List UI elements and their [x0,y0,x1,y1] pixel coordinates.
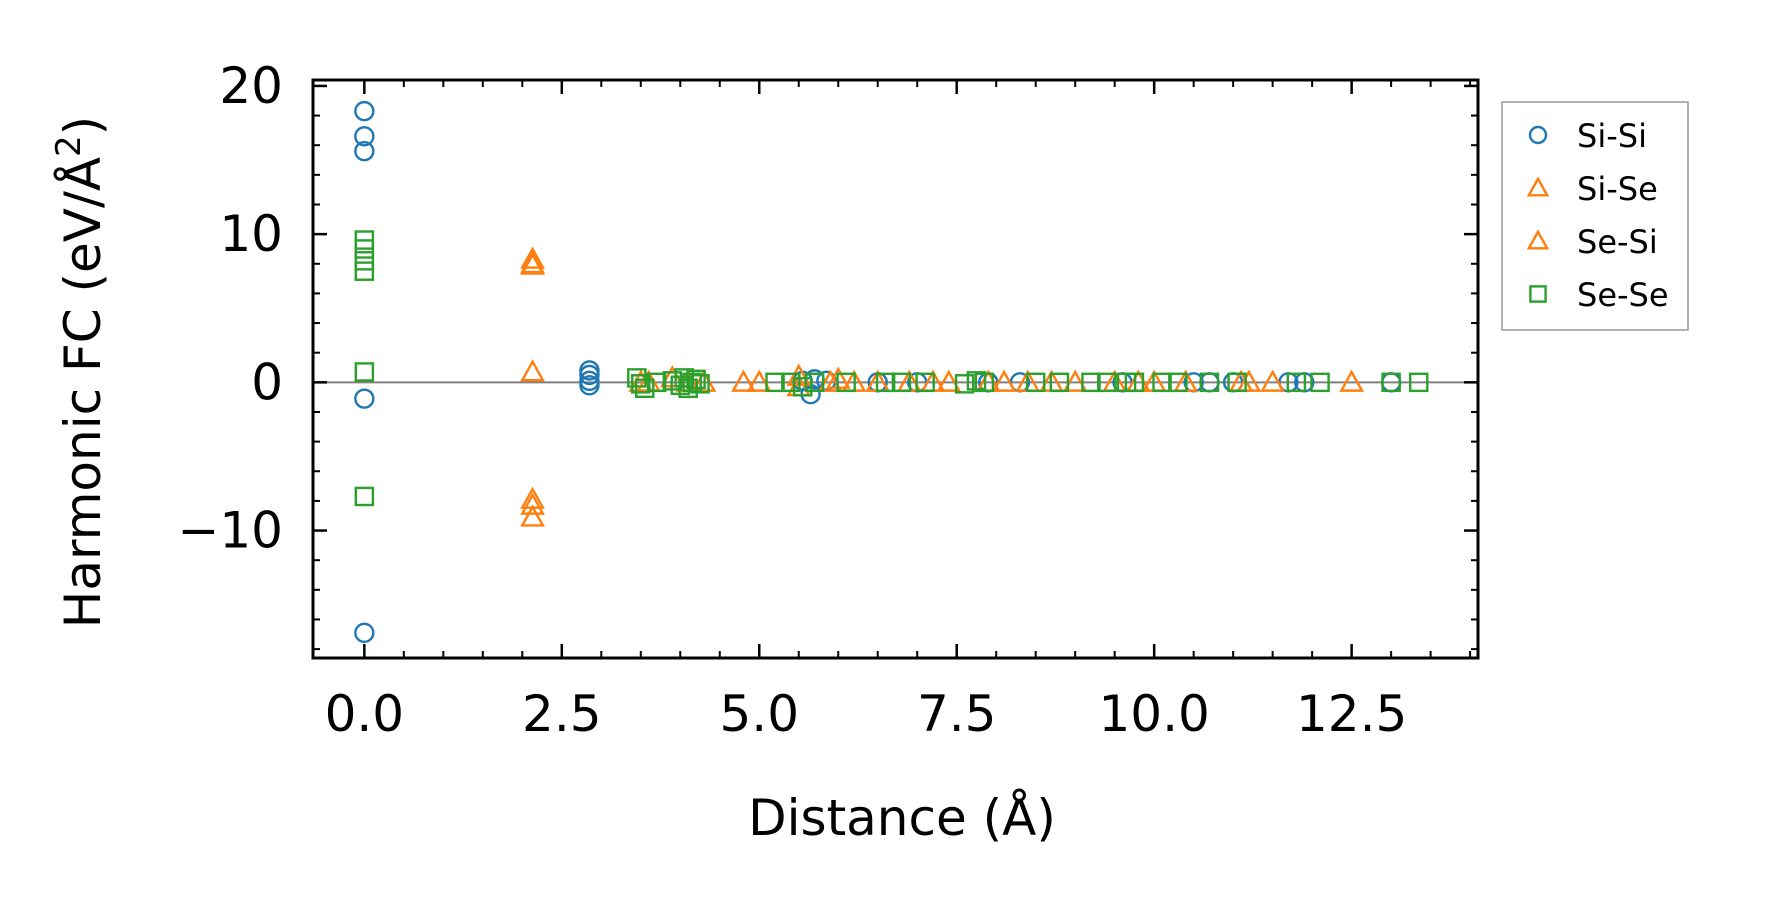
axis-labels: Distance (Å) Harmonic FC (eV/Å2) [49,116,1056,847]
data-point [1199,372,1220,393]
x-tick-label: 12.5 [1296,685,1407,743]
y-tick-label: −10 [177,502,283,560]
data-point [520,252,545,275]
y-tick-label: 0 [251,353,283,411]
legend-label-si-se: Si-Se [1577,170,1658,208]
plot-area [313,100,1478,644]
data-point [954,374,975,394]
legend-marker-si-se [1526,176,1550,197]
data-point [836,372,856,393]
data-point [1049,372,1070,393]
data-point [1310,372,1330,393]
data-point [1168,372,1188,393]
data-point [1260,369,1286,392]
data-point [804,372,825,393]
data-point [746,369,772,392]
y-axis-label-main: Harmonic FC (eV/Å [54,157,112,628]
x-tick-label: 10.0 [1099,685,1210,743]
data-point [1025,372,1046,393]
x-tick-label: 5.0 [719,685,799,743]
data-point [354,140,375,162]
y-tick-label: 20 [219,57,283,115]
data-point [354,622,375,644]
y-axis-label-close: ) [54,116,112,136]
data-point [1124,372,1145,393]
data-point [1227,372,1247,393]
data-point [1286,372,1307,393]
legend-marker-se-se [1529,285,1547,303]
y-axis-label: Harmonic FC (eV/Å2) [49,116,112,628]
data-point [781,372,801,393]
legend-label-se-si: Se-Si [1577,223,1658,261]
data-point [1409,372,1429,393]
legend: Si-Si Si-Se Se-Si Se-Se [1501,101,1689,331]
data-point [579,364,600,386]
x-axis-label: Distance (Å) [748,789,1056,847]
plot-frame [311,78,1480,660]
data-point [686,369,706,390]
data-point [646,372,667,393]
data-point [520,359,545,382]
data-point [354,362,375,382]
data-point [792,377,813,397]
data-point [1062,369,1088,392]
data-point [354,100,375,122]
x-tick-label: 2.5 [522,685,602,743]
x-tick-label: 7.5 [917,685,997,743]
data-point [354,239,375,259]
data-point [354,388,375,409]
data-point [891,372,912,393]
y-tick-label: 10 [219,205,283,263]
data-point [520,246,545,269]
data-point [579,375,600,396]
data-point [520,504,545,527]
data-point [817,369,843,392]
data-point [1081,372,1101,393]
data-point [915,372,935,393]
legend-label-si-si: Si-Si [1577,117,1647,155]
axis-ticks: 0.0 2.5 5.0 7.5 10.0 12.5 −10 0 10 20 [177,57,1480,743]
data-point [354,486,375,507]
data-point [936,369,962,392]
data-point [875,372,896,393]
data-point [354,126,375,147]
y-axis-label-superscript: 2 [49,135,89,157]
data-point [731,369,756,392]
data-point [1152,372,1172,393]
legend-marker-si-si [1528,125,1548,145]
x-tick-label: 0.0 [325,685,405,743]
legend-marker-se-si [1526,229,1550,250]
series-se-se [354,230,1429,507]
data-point [690,374,710,394]
data-point [1097,372,1117,393]
data-point [631,374,651,394]
data-point [634,378,655,399]
data-point [1339,369,1365,392]
data-point [354,251,375,271]
data-point [354,261,375,281]
data-point [1381,372,1401,393]
data-point [765,372,785,393]
data-point [974,372,995,393]
legend-label-se-se: Se-Se [1577,276,1669,314]
data-point [520,492,545,515]
data-point [991,369,1017,392]
